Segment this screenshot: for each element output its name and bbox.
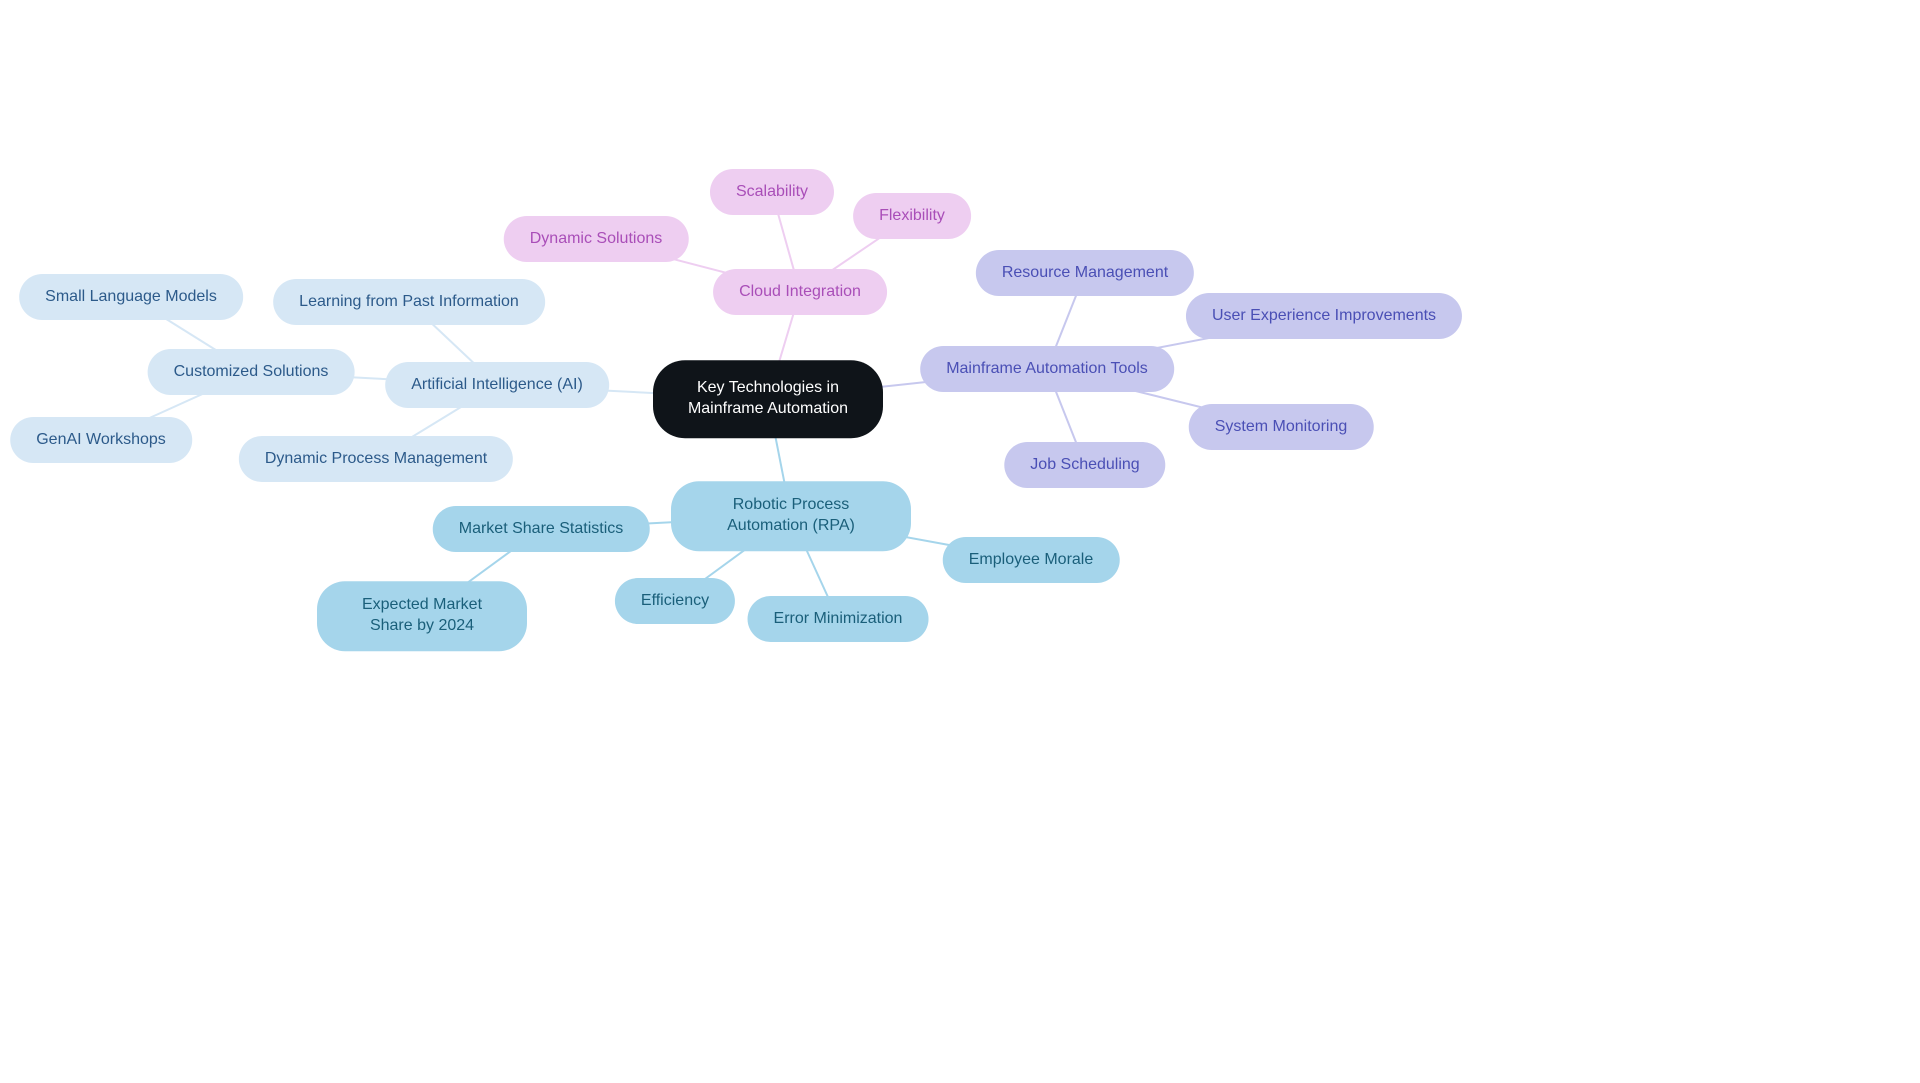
node-label: Robotic Process Automation (RPA) xyxy=(697,495,885,537)
node-tools-ux: User Experience Improvements xyxy=(1186,293,1462,339)
node-label: Artificial Intelligence (AI) xyxy=(411,376,583,394)
node-tools-mon: System Monitoring xyxy=(1189,404,1374,450)
center-label: Key Technologies in Mainframe Automation xyxy=(683,378,853,420)
node-rpa-eff: Efficiency xyxy=(615,578,735,624)
node-cloud: Cloud Integration xyxy=(713,269,887,315)
node-cloud-flex: Flexibility xyxy=(853,193,971,239)
center-node: Key Technologies in Mainframe Automation xyxy=(653,360,883,438)
node-cloud-scale: Scalability xyxy=(710,169,834,215)
node-rpa: Robotic Process Automation (RPA) xyxy=(671,481,911,551)
node-ai: Artificial Intelligence (AI) xyxy=(385,362,609,408)
node-label: GenAI Workshops xyxy=(36,431,166,449)
node-label: System Monitoring xyxy=(1215,418,1348,436)
node-ai-genai: GenAI Workshops xyxy=(10,417,192,463)
node-rpa-stats: Market Share Statistics xyxy=(433,506,650,552)
node-label: User Experience Improvements xyxy=(1212,307,1436,325)
node-rpa-morale: Employee Morale xyxy=(943,537,1120,583)
node-label: Mainframe Automation Tools xyxy=(946,360,1148,378)
node-label: Job Scheduling xyxy=(1030,456,1139,474)
node-label: Customized Solutions xyxy=(174,363,329,381)
node-label: Dynamic Process Management xyxy=(265,450,487,468)
node-ai-dpm: Dynamic Process Management xyxy=(239,436,513,482)
node-label: Error Minimization xyxy=(774,610,903,628)
node-label: Resource Management xyxy=(1002,264,1168,282)
node-tools: Mainframe Automation Tools xyxy=(920,346,1174,392)
node-label: Flexibility xyxy=(879,207,945,225)
node-label: Small Language Models xyxy=(45,288,217,306)
node-label: Dynamic Solutions xyxy=(530,230,663,248)
node-rpa-err: Error Minimization xyxy=(748,596,929,642)
node-rpa-2024: Expected Market Share by 2024 xyxy=(317,581,527,651)
node-label: Market Share Statistics xyxy=(459,520,624,538)
node-tools-res: Resource Management xyxy=(976,250,1194,296)
node-cloud-dyn: Dynamic Solutions xyxy=(504,216,689,262)
node-label: Expected Market Share by 2024 xyxy=(343,595,501,637)
node-label: Cloud Integration xyxy=(739,283,861,301)
node-tools-job: Job Scheduling xyxy=(1004,442,1165,488)
node-label: Learning from Past Information xyxy=(299,293,519,311)
node-label: Employee Morale xyxy=(969,551,1094,569)
node-ai-custom: Customized Solutions xyxy=(148,349,355,395)
node-label: Scalability xyxy=(736,183,808,201)
node-label: Efficiency xyxy=(641,592,709,610)
node-ai-slm: Small Language Models xyxy=(19,274,243,320)
node-ai-learn: Learning from Past Information xyxy=(273,279,545,325)
